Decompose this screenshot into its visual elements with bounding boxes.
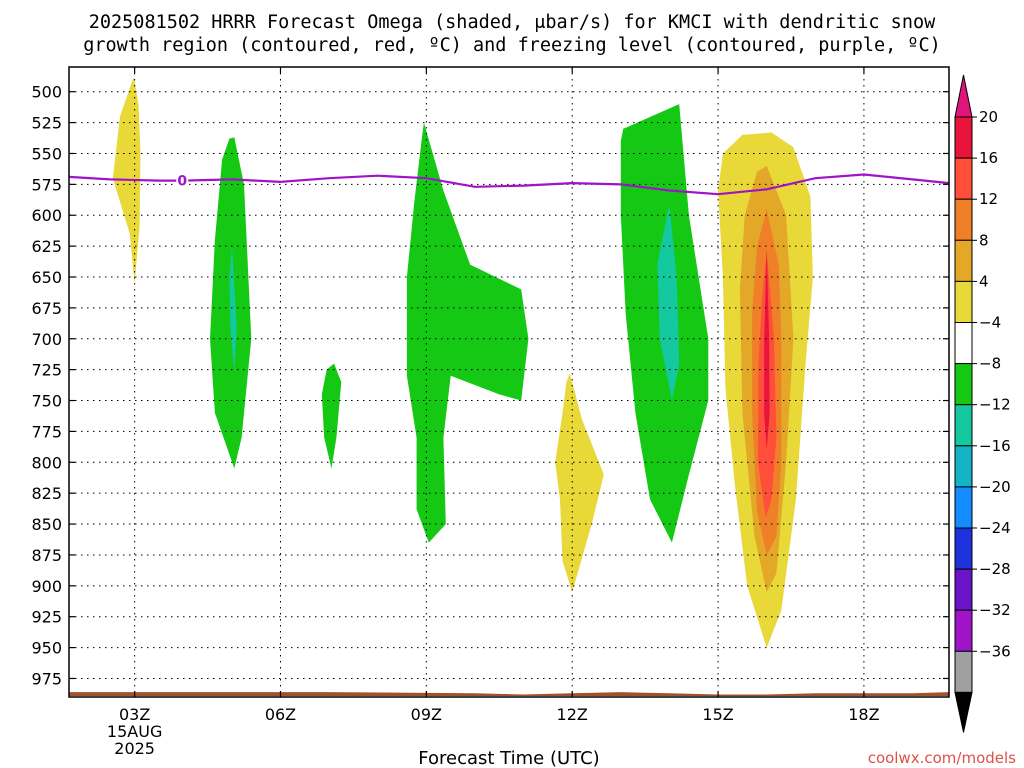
colorbar-swatch-4 (954, 239, 973, 282)
y-tick-label-700: 700 (31, 330, 62, 349)
y-tick-label-875: 875 (31, 546, 62, 565)
colorbar-label-10: −20 (979, 478, 1011, 496)
colorbar-label-14: −36 (979, 642, 1011, 660)
y-tick-label-950: 950 (31, 639, 62, 658)
colorbar-swatch-1 (954, 116, 973, 159)
y-tick-label-925: 925 (31, 608, 62, 627)
plot-frame (68, 66, 950, 698)
y-tick-label-725: 725 (31, 361, 62, 380)
y-tick-label-800: 800 (31, 453, 62, 472)
colorbar-swatch-13 (954, 609, 973, 652)
omega-region-8 (657, 205, 680, 401)
colorbar-swatch-14 (954, 650, 973, 693)
colorbar-swatch-10 (954, 486, 973, 529)
omega-region-4 (321, 363, 342, 469)
freezing-level-label: 0 (177, 174, 187, 190)
plot-area: 0 500 525 550 575 600 625 650 675 700 725 750 775 800… (31, 66, 950, 758)
y-tick-label-625: 625 (31, 237, 62, 256)
omega-region-5 (406, 122, 529, 543)
freezing-level-line (68, 173, 950, 196)
x-tick-label-06Z: 06Z (265, 705, 296, 724)
colorbar-label-9: −16 (979, 437, 1011, 455)
y-tick-label-825: 825 (31, 484, 62, 503)
y-tick-label-975: 975 (31, 669, 62, 688)
colorbar-swatch-9 (954, 445, 973, 488)
freezing-level-label-bg (176, 172, 189, 189)
y-tick-label-675: 675 (31, 299, 62, 318)
colorbar-swatch-7 (954, 363, 973, 406)
colorbar-swatch-11 (954, 527, 973, 570)
colorbar-label-6: −4 (979, 314, 1001, 332)
x-tick-label-12Z: 12Z (557, 705, 588, 724)
terrain-strip (69, 692, 949, 696)
chart-title-line-2: growth region (contoured, red, ºC) and f… (83, 35, 941, 56)
y-tick-label-600: 600 (31, 206, 62, 225)
colorbar-label-13: −32 (979, 601, 1011, 619)
y-tick-label-850: 850 (31, 515, 62, 534)
x-tick-label-03Z: 03Z (119, 705, 150, 724)
y-tick-label-500: 500 (31, 83, 62, 102)
colorbar-swatch-2 (954, 157, 973, 200)
colorbar-label-5: 4 (979, 272, 989, 290)
colorbar-swatch-3 (954, 198, 973, 241)
chart-title-line-1: 2025081502 HRRR Forecast Omega (shaded, … (89, 12, 936, 33)
colorbar: 20 16 12 8 4 −4 −8 −12 −16 −20 −24 −28 −32 −36 (954, 74, 1011, 733)
colorbar-label-11: −24 (979, 519, 1011, 537)
colorbar-top-arrow (954, 74, 973, 118)
y-tick-label-525: 525 (31, 114, 62, 133)
y-tick-label-550: 550 (31, 144, 62, 163)
x-tick-label-09Z: 09Z (411, 705, 442, 724)
colorbar-bottom-arrow (954, 691, 973, 733)
y-tick-label-650: 650 (31, 268, 62, 287)
colorbar-swatch-12 (954, 568, 973, 611)
x-axis-label: Forecast Time (UTC) (418, 748, 599, 768)
x-tick-label-18Z: 18Z (848, 705, 879, 724)
y-tick-label-575: 575 (31, 175, 62, 194)
colorbar-label-12: −28 (979, 560, 1011, 578)
colorbar-swatch-5 (954, 280, 973, 323)
omega-region-3 (229, 246, 237, 374)
x-tick-label-15Z: 15Z (702, 705, 733, 724)
x-tick-date-label: 15AUG (107, 722, 162, 741)
y-tick-label-900: 900 (31, 577, 62, 596)
colorbar-label-4: 8 (979, 231, 989, 249)
colorbar-swatch-8 (954, 404, 973, 447)
colorbar-label-7: −8 (979, 355, 1001, 373)
colorbar-label-3: 12 (979, 190, 998, 208)
colorbar-label-8: −12 (979, 396, 1011, 414)
credit-text: coolwx.com/models (868, 749, 1016, 767)
y-tick-label-775: 775 (31, 422, 62, 441)
y-tick-label-750: 750 (31, 392, 62, 411)
colorbar-swatch-6 (954, 322, 973, 365)
omega-region-6 (555, 373, 604, 592)
omega-region-13 (764, 249, 770, 450)
colorbar-label-2: 16 (979, 149, 998, 167)
x-tick-year-label: 2025 (114, 739, 155, 758)
colorbar-label-1: 20 (979, 108, 998, 126)
